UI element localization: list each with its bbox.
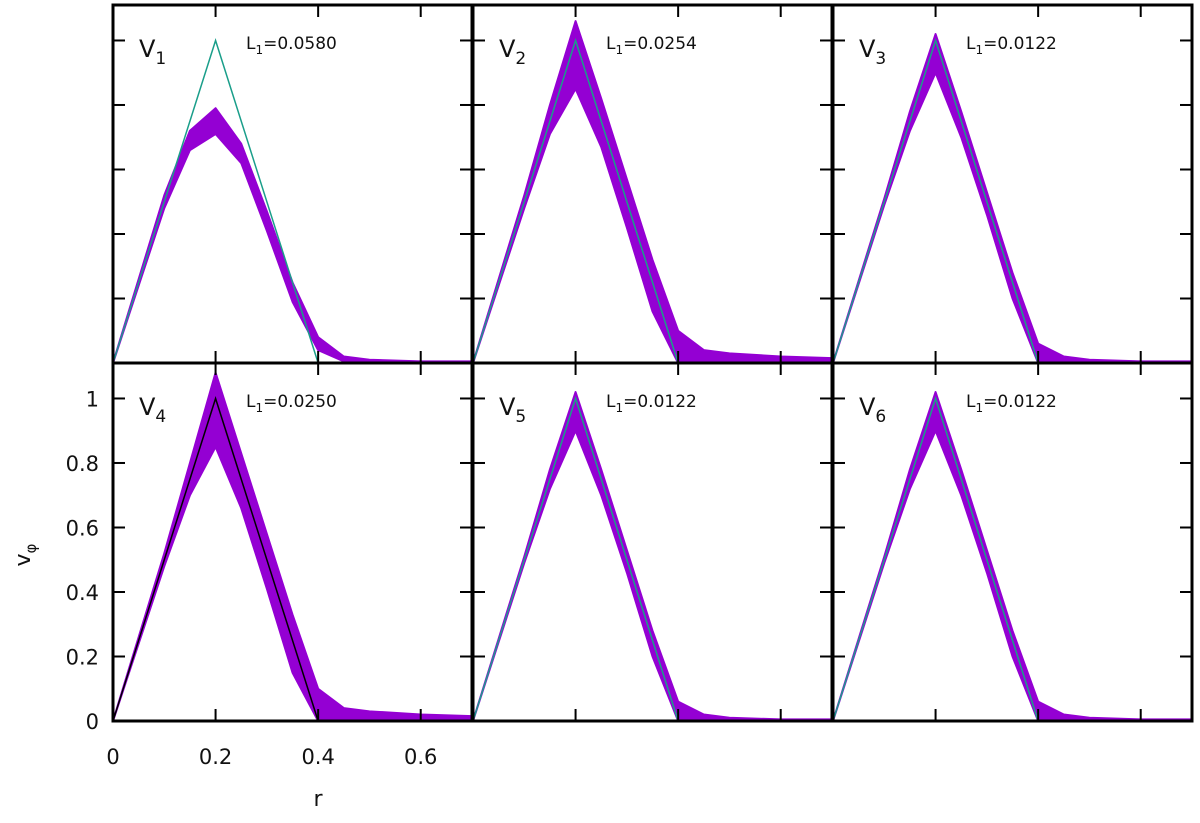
l1-label: L1=0.0254 [606,34,697,57]
y-tick-label: 0.4 [66,581,99,605]
l1-prefix: L [246,34,256,54]
x-tick-label: 0.4 [301,745,334,769]
l1-label: L1=0.0580 [246,34,337,57]
panel-background [833,363,1192,721]
panel-label: V1 [139,35,166,69]
x-axis-title: r [313,787,323,812]
panel-label-main: V [139,393,156,421]
y-tick-label: 1 [86,387,99,411]
panel-background [473,363,832,721]
panel-label-main: V [859,35,876,63]
panel-v6: V6 L1=0.0122 [831,361,1194,723]
panel-label-main: V [499,35,516,63]
panel-v4: V4 L1=0.0250 [111,361,474,723]
y-axis-title-sub: φ [22,543,40,553]
l1-value: =0.0580 [263,34,337,54]
y-tick-label: 0 [86,710,99,734]
panel-label-sub: 5 [515,407,526,427]
y-axis-title: vφ [11,543,40,566]
panel-v5: V5 L1=0.0122 [471,361,834,723]
l1-sub: 1 [255,401,263,415]
l1-sub: 1 [615,401,623,415]
y-axis-title-main: v [11,553,36,566]
panel-label: V6 [859,393,886,427]
panel-background [833,5,1192,363]
x-tick-label: 0.2 [199,745,232,769]
panel-label-main: V [859,393,876,421]
panel-label-sub: 4 [155,407,166,427]
l1-label: L1=0.0250 [246,392,337,415]
panel-label-sub: 6 [875,407,886,427]
l1-sub: 1 [975,401,983,415]
y-tick-label: 0.8 [66,452,99,476]
l1-sub: 1 [615,43,623,57]
axis-tick-labels: 0 0.2 0.4 0.6 0 0.2 0.4 0.6 0.8 1 [66,387,438,769]
x-tick-label: 0 [106,745,119,769]
panel-v3: V3 L1=0.0122 [831,3,1194,365]
panel-frame [831,361,1194,723]
l1-prefix: L [966,34,976,54]
y-tick-label: 0.2 [66,645,99,669]
l1-prefix: L [606,392,616,412]
x-tick-label: 0.6 [404,745,437,769]
l1-value: =0.0122 [983,392,1057,412]
l1-prefix: L [966,392,976,412]
l1-label: L1=0.0122 [606,392,697,415]
panel-background [113,5,472,363]
panel-label-sub: 1 [155,49,166,69]
panel-label-main: V [139,35,156,63]
panel-label-sub: 2 [515,49,526,69]
l1-value: =0.0122 [623,392,697,412]
l1-label: L1=0.0122 [966,392,1057,415]
l1-value: =0.0122 [983,34,1057,54]
panel-label-sub: 3 [875,49,886,69]
panel-label: V5 [499,393,526,427]
y-tick-label: 0.6 [66,516,99,540]
l1-sub: 1 [255,43,263,57]
panel-label: V3 [859,35,886,69]
l1-value: =0.0250 [263,392,337,412]
panel-label-main: V [499,393,516,421]
l1-prefix: L [606,34,616,54]
l1-sub: 1 [975,43,983,57]
l1-label: L1=0.0122 [966,34,1057,57]
l1-value: =0.0254 [623,34,697,54]
panel-v2: V2 L1=0.0254 [471,3,834,365]
panel-label: V2 [499,35,526,69]
panel-label: V4 [139,393,166,427]
l1-prefix: L [246,392,256,412]
